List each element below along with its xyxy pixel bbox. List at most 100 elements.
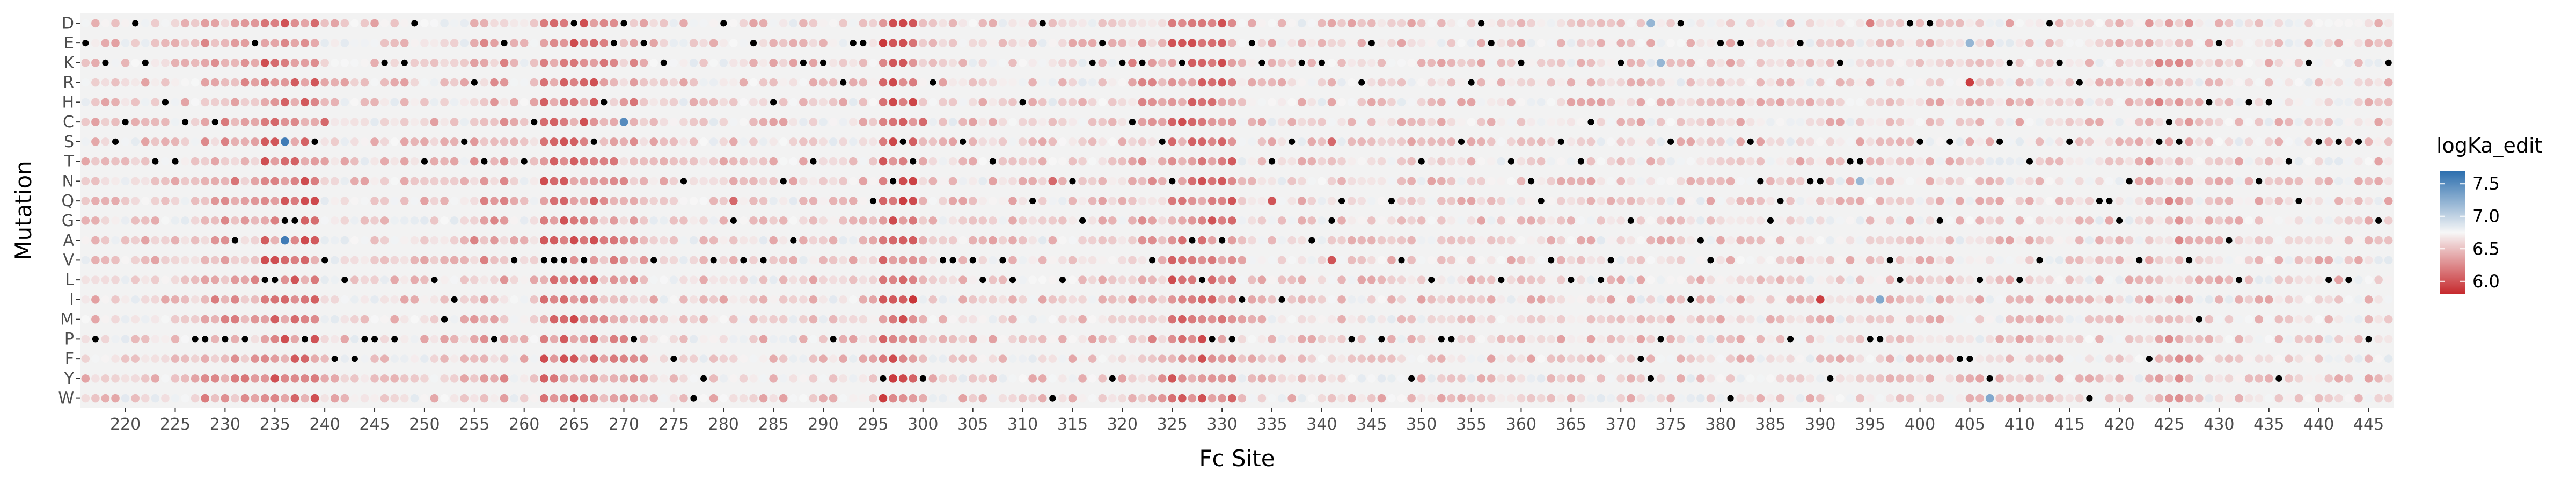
mutation-point [490,315,499,324]
mutation-point [2215,275,2223,284]
mutation-point [639,236,648,245]
mutation-point [2264,59,2273,67]
mutation-point [1577,354,1585,363]
wildtype-point [1019,99,1026,106]
mutation-point [1836,19,1845,28]
mutation-point [569,275,579,284]
mutation-point [310,275,319,284]
mutation-point [2364,275,2373,284]
mutation-point [1128,98,1137,107]
mutation-point [939,295,947,304]
mutation-point [1248,197,1256,205]
mutation-point [2224,394,2234,403]
mutation-point [769,118,778,126]
mutation-point [2334,157,2343,166]
mutation-point [639,374,648,383]
mutation-point [1527,197,1535,205]
mutation-point [1188,256,1197,265]
mutation-point [1597,315,1605,324]
legend-title: logKa_edit [2436,134,2542,157]
mutation-point [1318,335,1326,344]
mutation-point [689,197,698,205]
mutation-point [211,19,219,28]
wildtype-point [1966,356,1973,362]
mutation-point [1547,39,1555,47]
mutation-point [689,216,698,225]
mutation-point [1806,216,1815,225]
mutation-point [270,315,280,324]
mutation-point [779,98,788,107]
mutation-point [540,39,548,47]
mutation-point [569,315,579,324]
mutation-point [330,197,339,205]
mutation-point [1158,197,1167,205]
mutation-point [569,394,579,403]
mutation-point [2194,236,2204,245]
mutation-point [1865,295,1875,304]
mutation-point [928,275,938,284]
mutation-point [978,236,987,245]
mutation-point [2025,275,2034,284]
mutation-point [560,236,568,245]
mutation-point [639,118,648,126]
mutation-point [530,59,539,67]
mutation-point [1108,354,1117,363]
mutation-point [1437,177,1446,186]
mutation-point [759,39,768,47]
mutation-point [430,295,439,304]
mutation-point [121,374,130,383]
mutation-point [540,335,548,344]
mutation-point [1906,295,1914,304]
mutation-point [1796,256,1805,265]
mutation-point [2235,177,2243,186]
mutation-point [2075,59,2084,67]
mutation-point [2005,335,2014,344]
mutation-point [599,256,609,265]
mutation-point [649,374,658,383]
mutation-point [919,295,927,304]
y-tick-label: I [69,291,74,309]
mutation-point [689,157,698,166]
mutation-point [919,59,927,67]
mutation-point [1108,335,1117,344]
mutation-point [1577,275,1585,284]
mutation-point [91,256,100,265]
mutation-point [779,197,788,205]
mutation-point [2364,118,2373,126]
mutation-point [101,118,110,126]
mutation-point [1926,137,1934,146]
mutation-point [1058,19,1067,28]
mutation-point [550,315,559,324]
mutation-point [221,78,230,87]
mutation-point [420,78,429,87]
wildtype-point [1906,20,1914,27]
mutation-point [1686,157,1695,166]
mutation-point [1646,335,1655,344]
mutation-point [2354,256,2363,265]
mutation-point [619,78,628,87]
mutation-point [709,394,718,403]
mutation-point [1985,256,1994,265]
mutation-point [1816,335,1825,344]
mutation-point [1088,157,1097,166]
mutation-point [2285,39,2293,47]
mutation-point [2205,177,2214,186]
mutation-point [1158,216,1167,225]
mutation-point [1995,275,2004,284]
mutation-point [2055,275,2064,284]
mutation-point [1038,98,1047,107]
mutation-point [410,59,419,67]
mutation-point [2194,137,2204,146]
mutation-point [1327,177,1336,186]
mutation-point [1307,137,1316,146]
mutation-point [480,256,489,265]
mutation-point [1975,295,1984,304]
mutation-point [480,335,489,344]
mutation-point [2025,394,2034,403]
mutation-point [669,118,678,126]
mutation-point [1397,315,1406,324]
mutation-point [350,59,359,67]
mutation-point [809,19,818,28]
mutation-point [1716,59,1725,67]
mutation-point [1248,19,1256,28]
